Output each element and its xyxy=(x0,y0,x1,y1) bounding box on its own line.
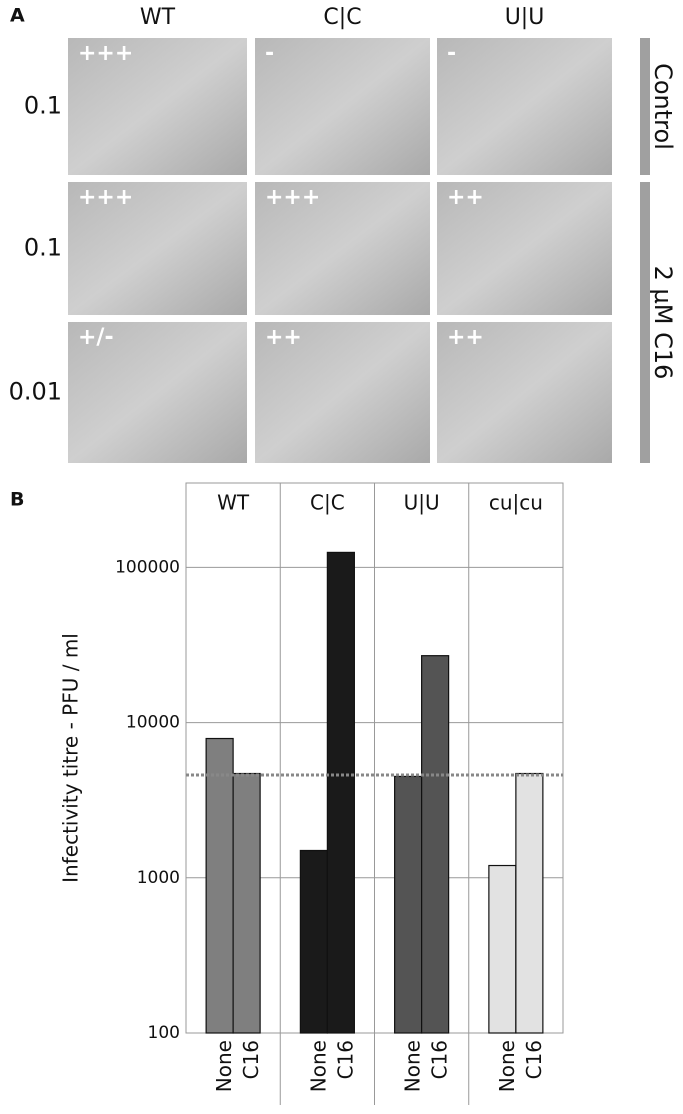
bar xyxy=(299,849,328,1034)
score-label: - xyxy=(447,41,456,66)
y-axis-label: Infectivity titre - PFU / ml xyxy=(59,633,83,883)
cell-image xyxy=(255,322,430,463)
bar xyxy=(205,737,234,1034)
cell-image xyxy=(255,38,430,175)
bar xyxy=(326,551,355,1034)
x-tick-label: None xyxy=(306,1040,330,1092)
score-label: ++ xyxy=(265,325,302,350)
x-tick-label: C16 xyxy=(239,1040,263,1079)
score-label: ++ xyxy=(447,325,484,350)
bar xyxy=(515,772,544,1034)
x-tick-label: None xyxy=(212,1040,236,1092)
score-label: +/- xyxy=(78,325,114,350)
row-label: 0.01 xyxy=(9,378,62,406)
cell-image xyxy=(68,38,247,175)
group-bar xyxy=(640,182,650,463)
cell-image xyxy=(437,38,612,175)
cell-image xyxy=(437,182,612,315)
panel-label: A xyxy=(10,5,25,27)
bar xyxy=(488,864,517,1034)
x-tick-label: C16 xyxy=(333,1040,357,1079)
row-label: 0.1 xyxy=(24,234,62,262)
cell-image xyxy=(437,322,612,463)
x-tick-label: None xyxy=(495,1040,519,1092)
row-label: 0.1 xyxy=(24,92,62,120)
group-bar xyxy=(640,38,650,175)
y-tick-label: 100000 xyxy=(115,557,180,577)
cell-image xyxy=(68,322,247,463)
x-tick-label: C16 xyxy=(522,1040,546,1079)
column-header: U|U xyxy=(505,5,545,30)
x-tick-label: C16 xyxy=(428,1040,452,1079)
score-label: +++ xyxy=(78,185,133,210)
bar xyxy=(421,655,450,1034)
score-label: - xyxy=(265,41,274,66)
bar xyxy=(394,775,423,1034)
group-label: cu|cu xyxy=(489,491,543,515)
y-tick-label: 10000 xyxy=(126,713,180,733)
score-label: +++ xyxy=(78,41,133,66)
group-label: C|C xyxy=(310,491,345,515)
group-label: U|U xyxy=(404,491,440,515)
bar xyxy=(232,772,261,1034)
panel-label: B xyxy=(10,489,24,511)
score-label: +++ xyxy=(265,185,320,210)
cell-image xyxy=(255,182,430,315)
group-label: Control xyxy=(649,63,677,150)
x-tick-label: None xyxy=(401,1040,425,1092)
group-label: 2 µM C16 xyxy=(649,266,677,380)
y-tick-label: 100 xyxy=(148,1023,180,1043)
column-header: WT xyxy=(140,5,176,30)
column-header: C|C xyxy=(323,5,361,30)
cell-image xyxy=(68,182,247,315)
group-label: WT xyxy=(217,491,250,515)
y-tick-label: 1000 xyxy=(137,868,180,888)
score-label: ++ xyxy=(447,185,484,210)
